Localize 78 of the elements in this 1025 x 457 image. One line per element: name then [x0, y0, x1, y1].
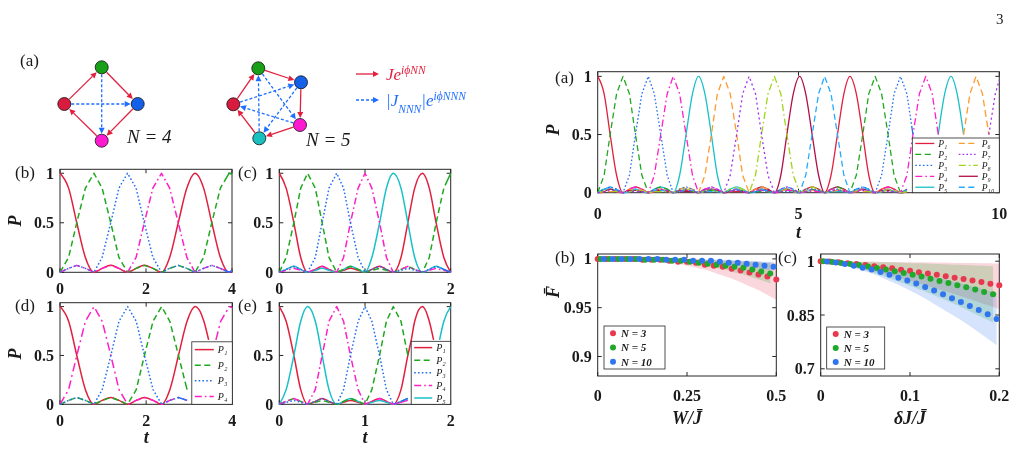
- y-tick-label: 0.5: [34, 346, 54, 364]
- legend-label: P₁₀: [980, 182, 995, 193]
- y-tick-label: 1: [265, 298, 274, 316]
- legend-label: P₃: [435, 367, 447, 379]
- y-tick-label: 0.7: [794, 360, 815, 378]
- x-axis-title: t: [143, 427, 150, 447]
- legend-label: P₇: [980, 149, 992, 160]
- x-tick-label: 4: [228, 280, 236, 297]
- legend-label: N = 10: [842, 355, 875, 368]
- x-tick-label: 2: [446, 280, 455, 297]
- y-tick-label: 0.9: [571, 347, 592, 365]
- legend-label: N = 5: [842, 341, 870, 354]
- y-tick-label: 1: [46, 298, 54, 316]
- x-tick-label: 0.2: [989, 387, 1010, 404]
- y-axis-title: P: [543, 123, 563, 137]
- x-axis-title: δJ/J̄: [893, 408, 928, 428]
- legend-label: N = 3: [620, 327, 647, 340]
- y-tick-label: 0.5: [571, 126, 592, 144]
- x-tick-label: 0.5: [766, 387, 787, 404]
- x-axis-title: W/J̄: [671, 408, 704, 428]
- y-axis-title: P: [5, 347, 25, 361]
- chart-title: (e): [238, 296, 257, 315]
- legend-label: P₁: [937, 138, 948, 149]
- legend-label: P₆: [980, 138, 991, 149]
- legend-label: P₁: [435, 342, 446, 354]
- chart-title: (d): [15, 296, 35, 315]
- y-tick-label: 0: [265, 263, 274, 281]
- legend-label: P₉: [980, 171, 991, 182]
- legend-label: P₃: [937, 160, 948, 171]
- x-tick-label: 2: [446, 412, 455, 429]
- x-tick-label: 4: [228, 412, 237, 429]
- y-tick-label: 1: [583, 250, 592, 268]
- text: N = 5: [305, 129, 351, 150]
- x-tick-label: 0.1: [900, 387, 920, 404]
- y-tick-label: 0: [583, 184, 592, 202]
- x-tick-label: 1: [361, 412, 369, 429]
- y-axis-title: F̄: [543, 285, 563, 300]
- x-tick-label: 10: [991, 205, 1008, 222]
- y-tick-label: 0.85: [786, 306, 815, 324]
- legend-label: P₄: [216, 390, 228, 402]
- legend-label: P₄: [937, 171, 948, 182]
- legend-label: P₂: [937, 149, 949, 160]
- legend-label: P₈: [980, 160, 991, 171]
- text: (a): [20, 51, 39, 70]
- y-tick-label: 0.95: [563, 299, 592, 317]
- y-tick-label: 1: [806, 252, 815, 270]
- y-tick-label: 0.5: [253, 346, 274, 364]
- chart-title: (a): [555, 68, 574, 87]
- chart-title: (c): [238, 163, 257, 182]
- legend-label: P₅: [435, 392, 447, 404]
- y-axis-title: P: [5, 214, 25, 228]
- x-axis-title: t: [795, 222, 802, 242]
- y-tick-label: 1: [265, 164, 274, 182]
- y-tick-label: 0: [46, 263, 54, 281]
- legend-label: N = 3: [842, 327, 870, 340]
- legend-label: P₅: [937, 182, 948, 193]
- x-tick-label: 2: [142, 412, 151, 429]
- chart-title: (b): [555, 248, 575, 267]
- text: |J$_{NNN}$|e$^{iϕNNN}$: [386, 89, 468, 116]
- y-tick-label: 1: [46, 164, 54, 182]
- x-tick-label: 0.25: [673, 387, 701, 404]
- text: N = 4: [126, 126, 172, 147]
- y-tick-label: 1: [583, 67, 592, 85]
- x-tick-label: 2: [142, 280, 150, 297]
- legend-label: P₂: [216, 359, 228, 371]
- chart-title: (c): [778, 248, 797, 267]
- x-tick-label: 1: [361, 280, 369, 297]
- legend-label: P₁: [216, 344, 228, 356]
- legend-label: P₃: [216, 375, 228, 387]
- text: Je$^{iϕNN}$: [386, 63, 427, 84]
- text: 3: [996, 11, 1004, 27]
- x-tick-label: 5: [794, 205, 803, 222]
- legend-label: P₂: [435, 354, 447, 366]
- legend-label: N = 5: [620, 341, 647, 354]
- x-axis-title: t: [362, 427, 369, 447]
- chart-title: (b): [15, 163, 35, 182]
- legend-label: N = 10: [620, 355, 653, 368]
- legend-label: P₄: [435, 379, 447, 391]
